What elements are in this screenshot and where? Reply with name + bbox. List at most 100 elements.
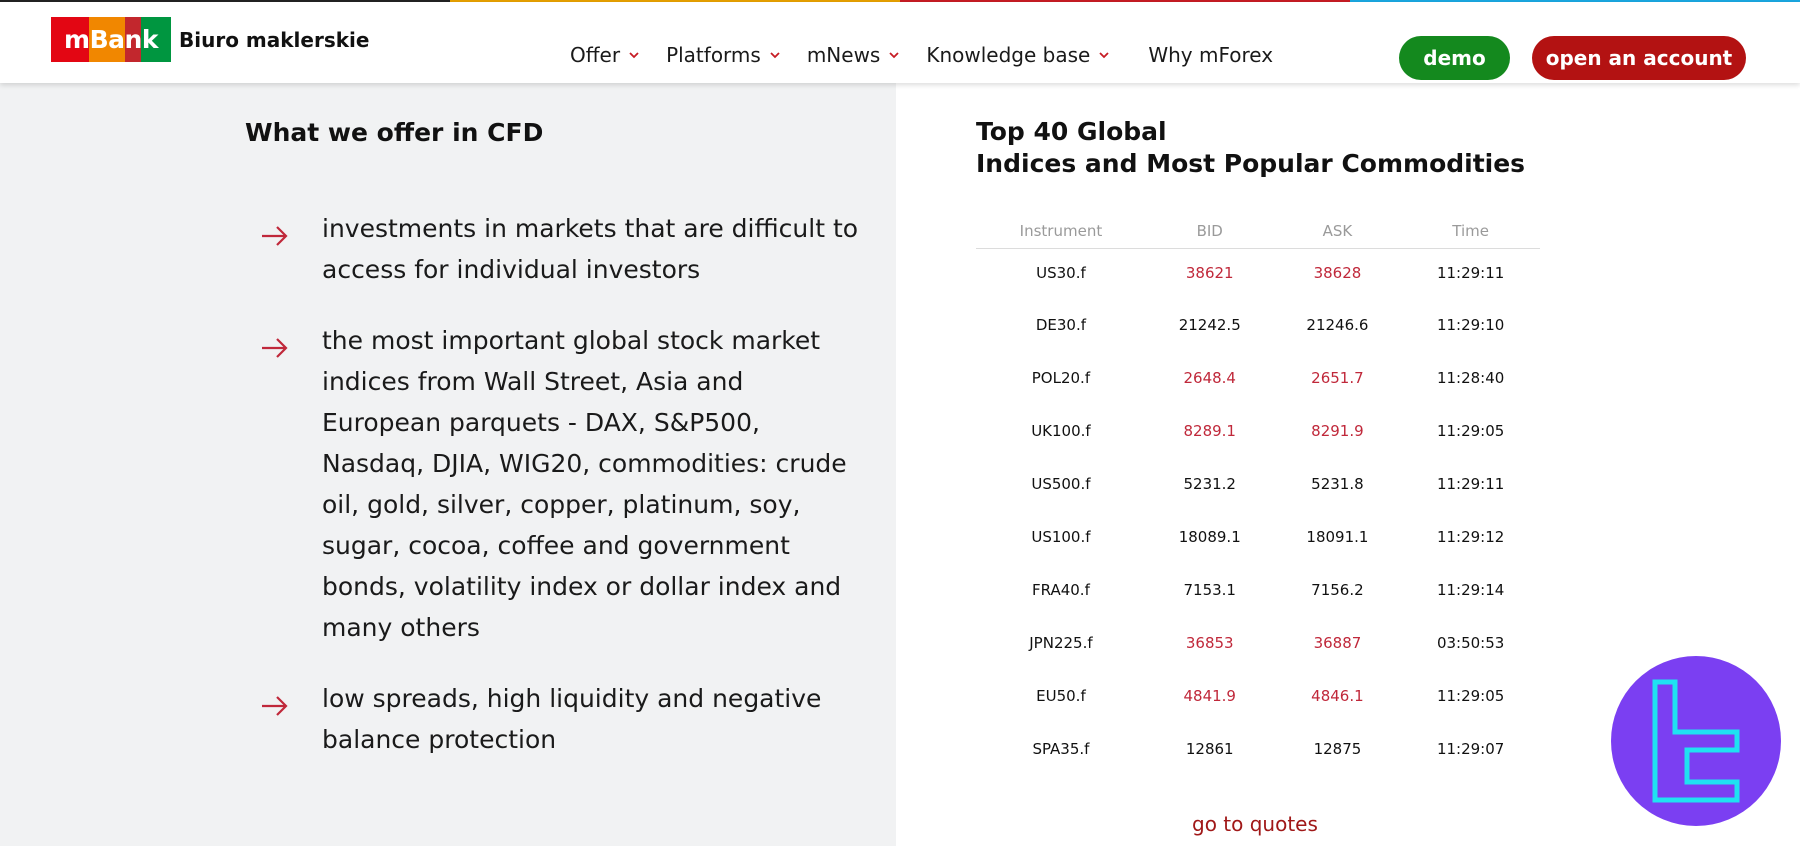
logo-stripe — [71, 17, 89, 62]
logo-stripe — [141, 17, 157, 62]
offer-item: low spreads, high liquidity and negative… — [260, 678, 860, 760]
top-color-stripe — [0, 0, 1800, 2]
go-to-quotes-link[interactable]: go to quotes — [1192, 812, 1318, 836]
logo-stripe — [51, 17, 71, 62]
cell-ask: 21246.6 — [1306, 315, 1369, 334]
cell-time: 11:29:11 — [1436, 474, 1505, 493]
cell-instrument: DE30.f — [1035, 315, 1087, 334]
offer-item: the most important global stock market i… — [260, 320, 860, 648]
offer-list: investments in markets that are difficul… — [260, 208, 860, 790]
stripe-segment — [1350, 0, 1800, 2]
cell-bid: 2648.4 — [1183, 368, 1236, 387]
cell-time: 11:29:10 — [1436, 315, 1505, 334]
demo-button[interactable]: demo — [1399, 36, 1510, 80]
arrow-right-icon — [260, 689, 290, 716]
cell-time: 11:29:14 — [1436, 580, 1505, 599]
logo-stripe — [89, 17, 107, 62]
cell-instrument: EU50.f — [1036, 686, 1086, 705]
chevron-down-icon — [629, 50, 639, 60]
cell-ask: 12875 — [1313, 739, 1362, 758]
nav-offer[interactable]: Offer — [570, 43, 639, 67]
column-header-bid: BID — [1145, 215, 1274, 249]
site-header: mBank Biuro maklerskie Offer Platforms m… — [0, 2, 1800, 83]
nav-knowledge-base[interactable]: Knowledge base — [926, 43, 1109, 67]
cell-time: 11:29:07 — [1436, 739, 1505, 758]
logo-stripe — [125, 17, 141, 62]
cell-ask: 5231.8 — [1311, 474, 1364, 493]
cell-bid: 7153.1 — [1183, 580, 1236, 599]
cell-instrument: SPA35.f — [1032, 739, 1090, 758]
stripe-segment — [0, 0, 450, 2]
stripe-segment — [900, 0, 1350, 2]
cell-bid: 12861 — [1185, 739, 1234, 758]
cell-ask: 18091.1 — [1306, 527, 1369, 546]
quotes-title-line1: Top 40 Global — [976, 117, 1167, 146]
chevron-down-icon — [1099, 50, 1109, 60]
quotes-table: Instrument BID ASK Time US30.f 38621 38628… — [976, 215, 1540, 775]
cell-ask: 36887 — [1313, 633, 1362, 652]
cell-instrument: US100.f — [1031, 527, 1091, 546]
column-header-instrument: Instrument — [976, 215, 1146, 249]
table-row: US500.f 5231.2 5231.8 11:29:11 — [976, 457, 1540, 510]
table-row: SPA35.f 12861 12875 11:29:07 — [976, 722, 1540, 775]
cell-time: 11:29:12 — [1436, 527, 1505, 546]
chevron-down-icon — [889, 50, 899, 60]
cell-instrument: JPN225.f — [1029, 633, 1093, 652]
offer-title: What we offer in CFD — [245, 118, 544, 147]
arrow-right-icon — [260, 331, 290, 358]
main-nav: Offer Platforms mNews Knowledge base Why… — [570, 43, 1273, 67]
column-header-ask: ASK — [1273, 215, 1402, 249]
logo-subtitle: Biuro maklerskie — [179, 27, 370, 52]
cell-bid: 8289.1 — [1183, 421, 1236, 440]
offer-item-text: low spreads, high liquidity and negative… — [322, 684, 822, 754]
tl-logo-icon — [1652, 679, 1740, 803]
cell-instrument: US500.f — [1031, 474, 1091, 493]
table-row: UK100.f 8289.1 8291.9 11:29:05 — [976, 404, 1540, 457]
cell-ask: 2651.7 — [1311, 368, 1364, 387]
table-row: US100.f 18089.1 18091.1 11:29:12 — [976, 510, 1540, 563]
table-row: FRA40.f 7153.1 7156.2 11:29:14 — [976, 563, 1540, 616]
column-header-time: Time — [1401, 215, 1540, 249]
cell-time: 11:29:05 — [1436, 421, 1505, 440]
cell-time: 11:29:05 — [1436, 686, 1505, 705]
open-account-button[interactable]: open an account — [1532, 36, 1746, 80]
cell-bid: 36853 — [1185, 633, 1234, 652]
table-row: EU50.f 4841.9 4846.1 11:29:05 — [976, 669, 1540, 722]
cell-bid: 21242.5 — [1178, 315, 1241, 334]
cell-ask: 7156.2 — [1311, 580, 1364, 599]
table-row: US30.f 38621 38628 11:29:11 — [976, 248, 1540, 298]
cell-ask: 8291.9 — [1311, 421, 1364, 440]
cell-time: 11:28:40 — [1436, 368, 1505, 387]
nav-why-mforex[interactable]: Why mForex — [1148, 43, 1273, 67]
logo-mark: mBank — [51, 17, 171, 62]
cell-time: 11:29:11 — [1436, 264, 1505, 283]
mbank-logo[interactable]: mBank Biuro maklerskie — [51, 17, 369, 62]
table-row: JPN225.f 36853 36887 03:50:53 — [976, 616, 1540, 669]
stripe-segment — [450, 0, 900, 2]
table-row: DE30.f 21242.5 21246.6 11:29:10 — [976, 298, 1540, 351]
logo-stripe — [107, 17, 125, 62]
chat-badge[interactable] — [1611, 656, 1781, 826]
offer-item: investments in markets that are difficul… — [260, 208, 860, 290]
cell-time: 03:50:53 — [1436, 633, 1505, 652]
quotes-title-line2: Indices and Most Popular Commodities — [976, 149, 1526, 178]
cell-bid: 4841.9 — [1183, 686, 1236, 705]
cell-ask: 38628 — [1313, 264, 1362, 283]
nav-label: Knowledge base — [926, 43, 1091, 67]
quotes-body: US30.f 38621 38628 11:29:11 DE30.f 21242.5 212… — [976, 248, 1540, 775]
cell-bid: 5231.2 — [1183, 474, 1236, 493]
nav-mnews[interactable]: mNews — [807, 43, 900, 67]
logo-stripe — [157, 17, 171, 62]
logo-text: mBank — [64, 25, 158, 54]
nav-label: Offer — [570, 43, 621, 67]
cell-instrument: US30.f — [1036, 264, 1086, 283]
nav-label: Platforms — [666, 43, 761, 67]
arrow-right-icon — [260, 219, 290, 246]
cell-ask: 4846.1 — [1311, 686, 1364, 705]
nav-label: mNews — [806, 43, 881, 67]
cell-instrument: FRA40.f — [1032, 580, 1090, 599]
nav-label: Why mForex — [1148, 43, 1274, 67]
nav-platforms[interactable]: Platforms — [666, 43, 780, 67]
cell-bid: 18089.1 — [1178, 527, 1241, 546]
table-header-row: Instrument BID ASK Time — [976, 215, 1540, 249]
